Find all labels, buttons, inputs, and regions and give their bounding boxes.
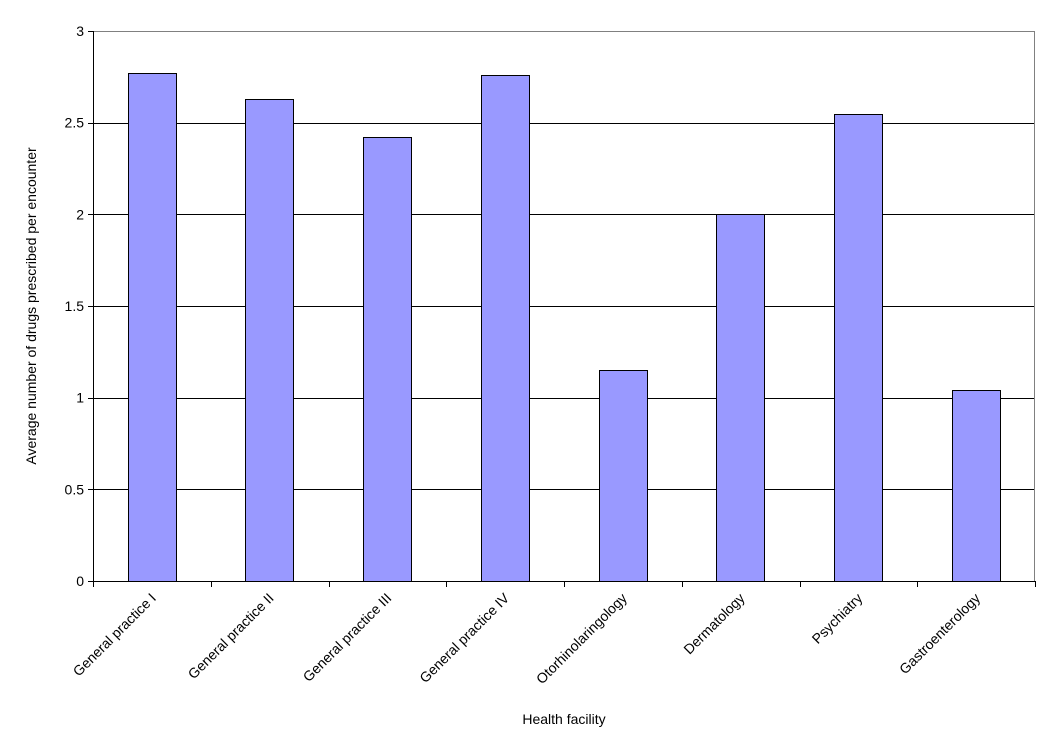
x-tick-label: General practice IV xyxy=(416,589,513,686)
gridlines xyxy=(93,31,1035,490)
bar xyxy=(481,75,530,582)
x-tick-label: General practice II xyxy=(185,590,277,682)
x-tick-labels: General practice I General practice II Gen… xyxy=(70,589,984,687)
x-tick-label: Psychiatry xyxy=(809,590,866,647)
bar xyxy=(128,73,177,582)
y-tick-label: 0 xyxy=(76,573,84,589)
y-tick-label: 2.5 xyxy=(65,115,85,131)
y-tick-label: 1.5 xyxy=(65,298,85,314)
bar xyxy=(834,114,883,582)
bar xyxy=(952,390,1001,582)
y-axis-title: Average number of drugs prescribed per e… xyxy=(23,147,39,465)
x-tick-label: Gastroenterology xyxy=(896,590,983,677)
y-tick-label: 2 xyxy=(76,206,84,222)
bar xyxy=(599,370,648,582)
axes xyxy=(88,31,1036,587)
bar xyxy=(363,137,412,582)
x-tick-label: Otorhinolaringology xyxy=(533,590,630,687)
y-tick-labels: 0 0.5 1 1.5 2 2.5 3 xyxy=(65,23,85,589)
x-axis-title: Health facility xyxy=(522,711,605,727)
bars xyxy=(128,73,1001,582)
y-tick-label: 3 xyxy=(76,23,84,39)
bar xyxy=(716,214,765,582)
x-tick-label: Dermatology xyxy=(680,590,747,657)
x-tick-label: General practice I xyxy=(70,590,159,679)
y-tick-label: 1 xyxy=(76,390,84,406)
x-tick-label: General practice III xyxy=(300,590,395,685)
y-tick-label: 0.5 xyxy=(65,481,85,497)
bar xyxy=(245,99,294,582)
